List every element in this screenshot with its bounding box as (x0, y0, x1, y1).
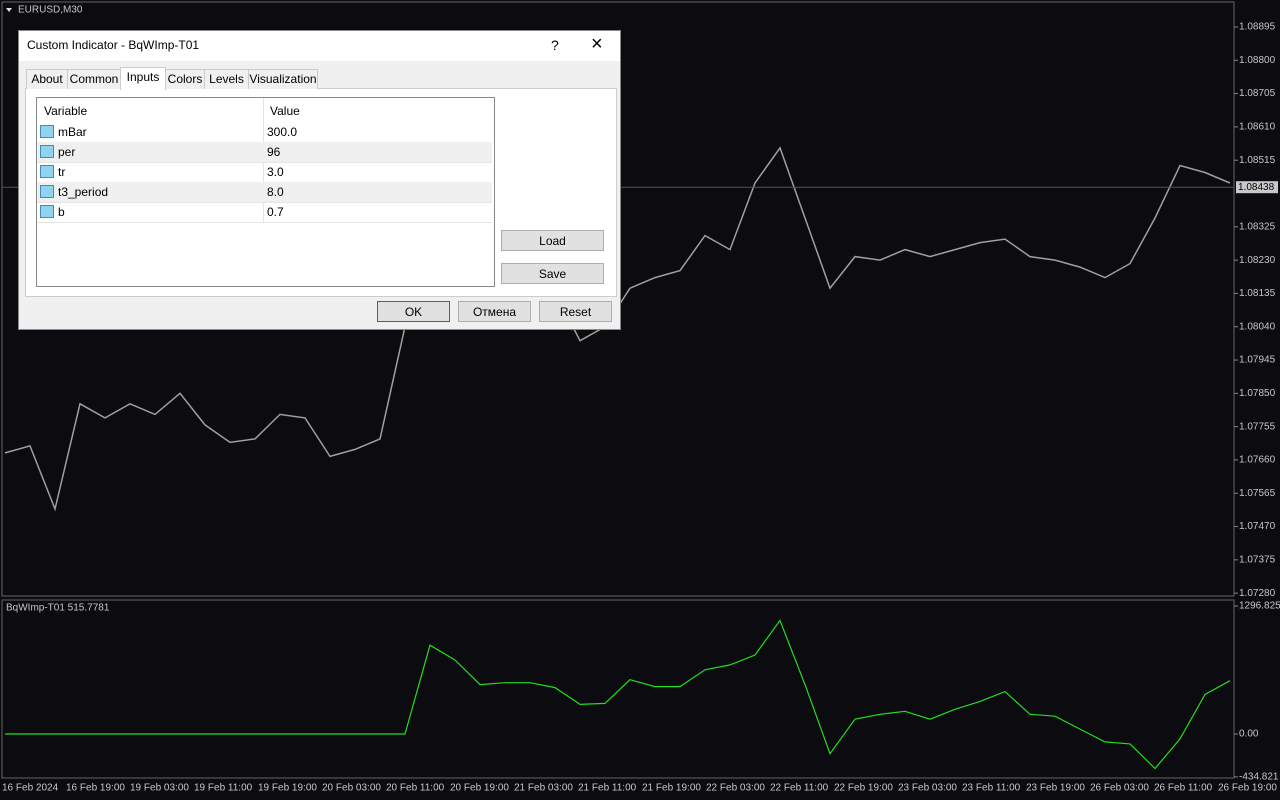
x-tick-label: 26 Feb 11:00 (1154, 783, 1213, 794)
table-row[interactable]: tr 3.0 (37, 162, 492, 183)
y-tick-label: 1.07280 (1239, 588, 1276, 599)
tab[interactable]: Colors (165, 69, 205, 89)
type-icon (40, 185, 54, 198)
variable-cell: mBar (58, 125, 87, 139)
indicator-dialog: Custom Indicator - BqWImp-T01 ? × About … (18, 30, 621, 330)
table-row[interactable]: mBar 300.0 (37, 122, 492, 143)
tab[interactable]: About (26, 69, 68, 89)
title-bar (19, 31, 620, 61)
y-tick-label: 0.00 (1239, 729, 1259, 740)
type-icon (40, 205, 54, 218)
x-tick-label: 21 Feb 03:00 (514, 783, 573, 794)
x-tick-label: 16 Feb 2024 (2, 783, 59, 794)
x-tick-label: 16 Feb 19:00 (66, 783, 125, 794)
table-row[interactable]: b 0.7 (37, 202, 492, 223)
type-icon (40, 165, 54, 178)
inputs-table: Variable Value mBar 300.0 per 96 tr 3.0 t3_per… (36, 97, 495, 287)
x-tick-label: 23 Feb 19:00 (1026, 783, 1085, 794)
x-tick-label: 21 Feb 11:00 (578, 783, 637, 794)
indicator-frame (1, 599, 1235, 779)
cancel-button[interactable]: Отмена (458, 301, 531, 322)
column-header: Variable (44, 104, 88, 118)
column-header: Value (270, 104, 300, 118)
symbol-arrow (6, 8, 12, 12)
x-tick-label: 23 Feb 11:00 (962, 783, 1021, 794)
y-tick-label: 1.08705 (1239, 88, 1276, 99)
value-cell: 3.0 (267, 165, 284, 179)
variable-cell: t3_period (58, 185, 109, 199)
x-tick-label: 20 Feb 19:00 (450, 783, 509, 794)
variable-cell: b (58, 205, 65, 219)
series-line (5, 619, 1231, 770)
y-tick-label: 1.08325 (1239, 221, 1276, 232)
y-tick-label: 1296.8258 (1239, 601, 1280, 612)
x-tick-label: 21 Feb 19:00 (642, 783, 701, 794)
main-frame (1, 1, 1235, 597)
y-tick-label: 1.07565 (1239, 488, 1276, 499)
y-tick-label: 1.07660 (1239, 455, 1276, 466)
table-row[interactable]: per 96 (37, 142, 492, 163)
y-tick-label: 1.08610 (1239, 122, 1276, 133)
x-tick-label: 20 Feb 11:00 (386, 783, 445, 794)
y-tick-label: 1.08800 (1239, 55, 1276, 66)
tab-active[interactable]: Inputs (120, 67, 166, 90)
variable-cell: per (58, 145, 76, 159)
value-cell: 8.0 (267, 185, 284, 199)
y-tick-label: 1.08230 (1239, 255, 1276, 266)
x-tick-label: 19 Feb 11:00 (194, 783, 253, 794)
x-tick-label: 22 Feb 19:00 (834, 783, 893, 794)
y-tick-label: 1.07375 (1239, 554, 1276, 565)
y-tick-label: -434.821 (1239, 772, 1279, 783)
x-tick-label: 22 Feb 03:00 (706, 783, 765, 794)
tab[interactable]: Visualization (248, 69, 318, 89)
table-row[interactable]: t3_period 8.0 (37, 182, 492, 203)
save-button[interactable]: Save (501, 263, 604, 284)
variable-cell: tr (58, 165, 66, 179)
y-tick-label: 1.08895 (1239, 22, 1276, 33)
value-cell: 0.7 (267, 205, 284, 219)
reset-button[interactable]: Reset (539, 301, 612, 322)
price-tag-label: 1.08438 (1238, 182, 1275, 193)
y-tick-label: 1.08040 (1239, 321, 1276, 332)
y-tick-label: 1.07945 (1239, 355, 1276, 366)
value-cell: 300.0 (267, 125, 298, 139)
tab[interactable]: Common (67, 69, 121, 89)
help-button[interactable]: ? (551, 37, 559, 53)
x-tick-label: 19 Feb 19:00 (258, 783, 317, 794)
price-tag (1236, 181, 1278, 194)
x-tick-label: 22 Feb 11:00 (770, 783, 829, 794)
x-tick-label: 26 Feb 19:00 (1218, 783, 1277, 794)
y-tick-label: 1.08135 (1239, 288, 1276, 299)
value-cell: 96 (267, 145, 281, 159)
x-tick-label: 19 Feb 03:00 (130, 783, 189, 794)
y-tick-label: 1.07850 (1239, 388, 1276, 399)
ok-button[interactable]: OK (377, 301, 450, 322)
load-button[interactable]: Load (501, 230, 604, 251)
x-tick-label: 23 Feb 03:00 (898, 783, 957, 794)
symbol-label: EURUSD,M30 (18, 5, 83, 16)
y-tick-label: 1.08515 (1239, 155, 1276, 166)
close-button[interactable]: × (591, 33, 603, 55)
tab[interactable]: Levels (204, 69, 249, 89)
dialog-title: Custom Indicator - BqWImp-T01 (27, 38, 200, 52)
indicator-label: BqWImp-T01 515.7781 (6, 603, 110, 614)
type-icon (40, 145, 54, 158)
y-tick-label: 1.07470 (1239, 521, 1276, 532)
x-tick-label: 20 Feb 03:00 (322, 783, 381, 794)
y-tick-label: 1.07755 (1239, 421, 1276, 432)
x-tick-label: 26 Feb 03:00 (1090, 783, 1149, 794)
type-icon (40, 125, 54, 138)
